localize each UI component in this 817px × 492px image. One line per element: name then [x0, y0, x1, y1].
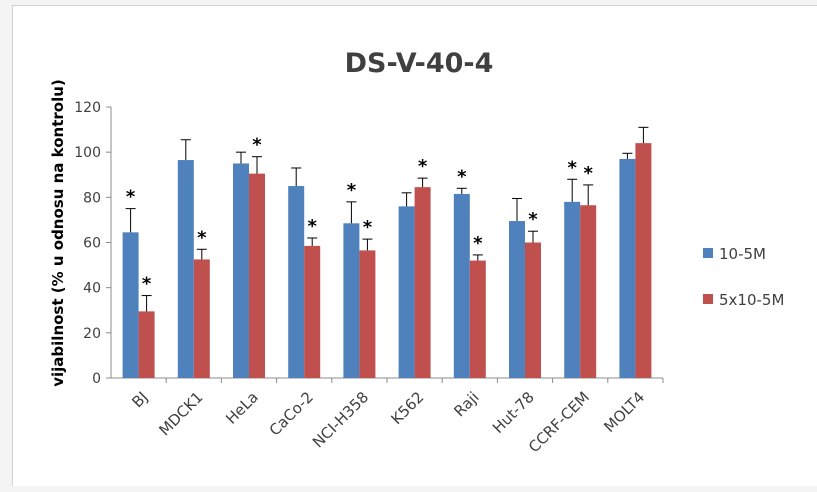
significance-mark: * — [583, 163, 593, 184]
bar — [414, 187, 431, 378]
significance-mark: * — [418, 156, 428, 177]
significance-mark: * — [307, 216, 317, 237]
x-tick-label: MOLT4 — [600, 388, 648, 436]
x-tick-label: CaCo-2 — [266, 388, 317, 439]
bar — [138, 311, 155, 378]
bar — [509, 221, 525, 378]
significance-mark: * — [567, 157, 577, 178]
bar — [304, 245, 321, 378]
significance-mark: * — [126, 187, 136, 208]
bar — [398, 206, 415, 378]
bar — [564, 201, 581, 378]
significance-mark: * — [473, 233, 483, 254]
bar — [635, 143, 652, 378]
x-tick-label: Raji — [450, 388, 482, 420]
bars: * * * * * * * * * * * * * — [122, 126, 652, 378]
bar — [580, 205, 597, 378]
x-tick-label: BJ — [128, 388, 151, 411]
y-tick-label: 100 — [74, 145, 101, 161]
legend-label: 5x10-5M — [719, 291, 784, 309]
significance-mark: * — [363, 217, 373, 238]
significance-mark: * — [347, 180, 357, 201]
x-tick-label: HeLa — [222, 388, 262, 428]
x-tick-label: Hut-78 — [489, 388, 538, 437]
y-tick-label: 80 — [83, 190, 101, 206]
bar — [122, 232, 139, 378]
y-tick-label: 20 — [83, 326, 101, 342]
x-tick-label: K562 — [387, 388, 427, 428]
x-tick-label: NCI-H358 — [309, 388, 372, 451]
legend: 10-5M 5x10-5M — [703, 245, 784, 309]
legend-swatch — [703, 294, 713, 304]
bar — [469, 260, 486, 378]
y-axis-label: vijabilnost (% u odnosu na kontrolu) — [49, 79, 67, 387]
chart-frame: DS-V-40-4 vijabilnost (% u odnosu na kon… — [12, 5, 817, 486]
y-tick-label: 60 — [83, 236, 101, 252]
bar — [359, 250, 376, 378]
chart-svg: DS-V-40-4 vijabilnost (% u odnosu na kon… — [49, 48, 784, 456]
legend-swatch — [703, 248, 713, 258]
y-tick-label: 40 — [83, 281, 101, 297]
x-tick-label: MDCK1 — [155, 388, 206, 439]
significance-mark: * — [528, 209, 538, 230]
bar — [193, 259, 210, 378]
y-tick-label: 120 — [74, 100, 101, 116]
bar — [249, 173, 265, 378]
bar — [619, 158, 636, 378]
bar — [233, 163, 249, 378]
significance-mark: * — [197, 227, 207, 248]
significance-mark: * — [252, 135, 262, 156]
legend-label: 10-5M — [719, 245, 766, 263]
chart-title: DS-V-40-4 — [345, 48, 494, 79]
bar — [343, 223, 360, 378]
significance-mark: * — [457, 166, 467, 187]
bar — [525, 242, 541, 378]
bar — [453, 193, 470, 378]
significance-mark: * — [142, 274, 152, 295]
y-axis: 0 20 40 60 80 100 120 — [74, 100, 112, 387]
bar — [177, 160, 194, 378]
y-tick-label: 0 — [92, 371, 101, 387]
bar — [288, 186, 305, 378]
